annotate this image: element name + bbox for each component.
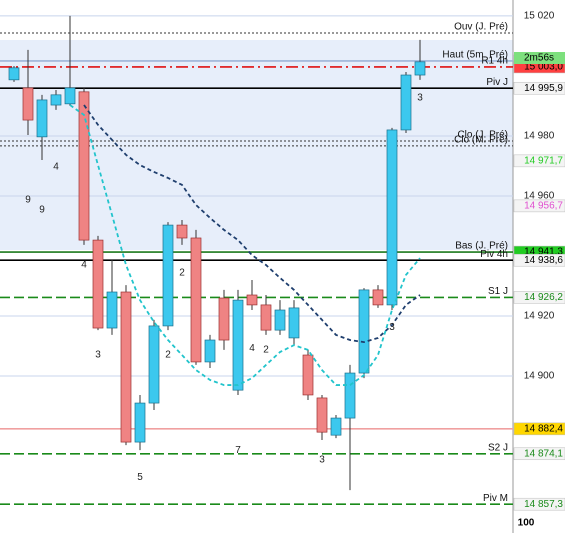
candle-body <box>190 237 202 363</box>
level-box <box>513 422 565 436</box>
candle-body <box>134 402 146 443</box>
level-value: 14 941,3 <box>524 247 563 258</box>
level-box <box>513 253 565 267</box>
level-name: Haut (5m. Pré) <box>442 50 508 61</box>
bottom-label: 100 <box>518 518 535 529</box>
candle-body <box>344 372 356 419</box>
signal-count: 4 <box>53 162 59 173</box>
moving-average <box>83 104 421 344</box>
candle-body <box>22 87 34 121</box>
signal-count: 4 <box>249 343 255 354</box>
candle-body <box>288 307 300 339</box>
level-name: Piv M <box>483 493 508 504</box>
level-value: 14 956,7 <box>524 201 563 212</box>
y-tick-label: 14 980 <box>524 131 555 142</box>
signal-count: 9 <box>39 205 45 216</box>
candle-body <box>106 291 118 329</box>
candle-body <box>386 129 398 306</box>
level-name: Ouv (J. Pré) <box>454 22 508 33</box>
signal-count: 4 <box>81 260 87 271</box>
candle-body <box>400 74 412 131</box>
signal-count: 5 <box>137 472 143 483</box>
level-name: S2 J <box>488 442 508 453</box>
signal-count: 9 <box>25 195 31 206</box>
level-name: Clo (M. Pré) <box>454 134 508 145</box>
y-tick-label: 15 020 <box>524 11 555 22</box>
candle-body <box>218 297 230 341</box>
level-value: 15 003,0 <box>524 62 563 73</box>
candle-body <box>50 94 62 106</box>
y-tick-label: 14 960 <box>524 191 555 202</box>
timer-box <box>514 52 565 64</box>
signal-count: 2 <box>263 345 269 356</box>
signal-count: 3 <box>319 455 325 466</box>
level-name: S1 J <box>488 286 508 297</box>
candle-body <box>120 291 132 443</box>
candle-body <box>414 61 426 76</box>
candle-body <box>8 67 20 81</box>
candle-body <box>64 87 76 105</box>
level-value: 14 971,7 <box>524 156 563 167</box>
candle-body <box>358 289 370 374</box>
level-name: Bas (J. Pré) <box>455 241 508 252</box>
candle-body <box>372 289 384 306</box>
level-value: 14 857,3 <box>524 499 563 510</box>
candle-body <box>204 339 216 363</box>
signal-count: 3 <box>95 350 101 361</box>
candle-body <box>302 354 314 396</box>
y-tick-label: 14 900 <box>524 371 555 382</box>
level-name: R1 4h <box>481 56 508 67</box>
level-name: Piv J <box>486 77 508 88</box>
level-value: 14 926,2 <box>524 292 563 303</box>
level-value: 14 882,4 <box>524 424 563 435</box>
candle-body <box>246 294 258 306</box>
candle-body <box>162 224 174 327</box>
y-tick-label: 14 920 <box>524 311 555 322</box>
candle-body <box>232 299 244 391</box>
plot-shade <box>0 40 513 250</box>
level-name: Piv 4h <box>480 249 508 260</box>
signal-count: 2 <box>179 268 185 279</box>
signal-count: 3 <box>417 92 423 103</box>
candle-body <box>92 239 104 329</box>
level-box <box>513 154 565 168</box>
level-box <box>513 447 565 461</box>
level-box <box>513 497 565 511</box>
signal-count: 3 <box>389 322 395 333</box>
level-name: Clo (J. Pré) <box>457 130 508 141</box>
candle-body <box>36 99 48 138</box>
timer: 2m56s <box>524 53 554 64</box>
candle-body <box>260 304 272 331</box>
candle-body <box>330 417 342 436</box>
candle-body <box>176 224 188 239</box>
candle-body <box>78 91 90 241</box>
level-box <box>513 199 565 213</box>
candle-body <box>274 309 286 331</box>
level-value: 14 938,6 <box>524 255 563 266</box>
signal-count: 2 <box>165 350 171 361</box>
candle-body <box>316 397 328 433</box>
moving-average <box>69 104 421 386</box>
candle-body <box>148 325 160 404</box>
level-value: 14 995,9 <box>524 83 563 94</box>
level-box <box>513 81 565 95</box>
level-value: 14 874,1 <box>524 448 563 459</box>
level-box <box>513 291 565 304</box>
signal-count: 7 <box>235 445 241 456</box>
